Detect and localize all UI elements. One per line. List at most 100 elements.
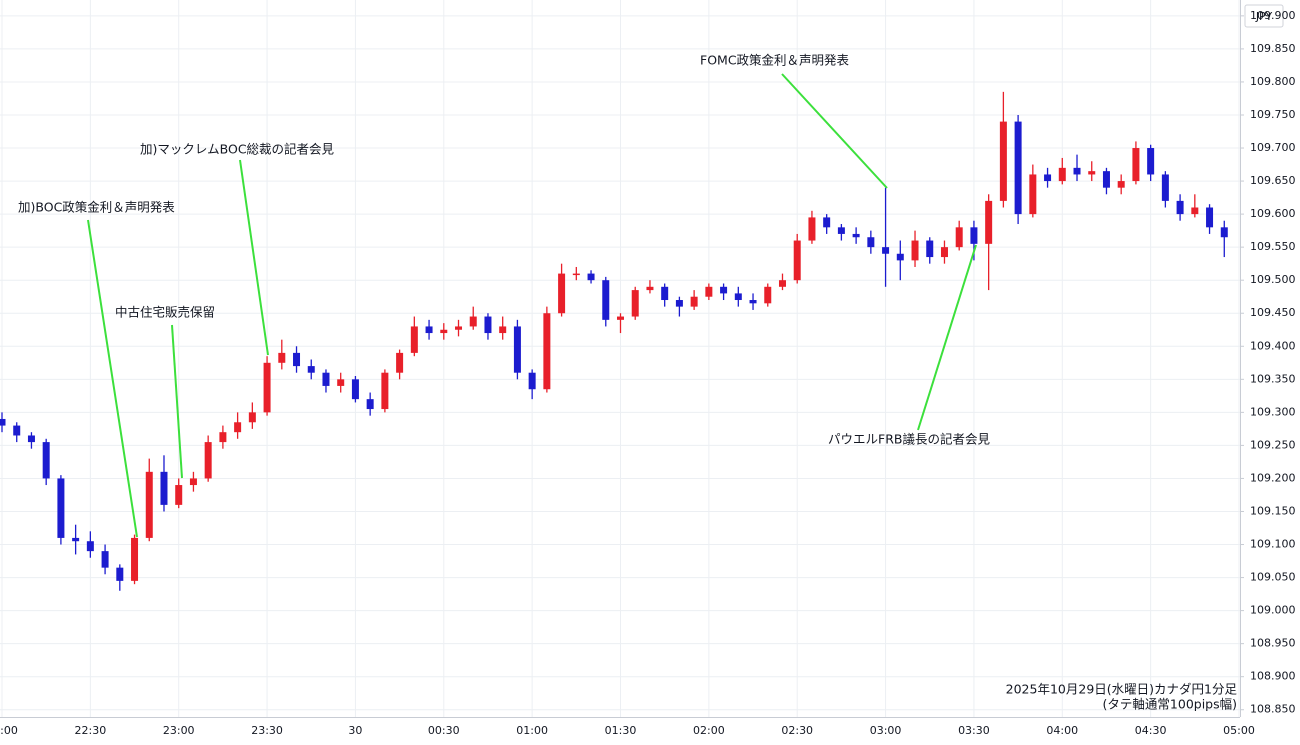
- candle-body: [204, 442, 212, 479]
- x-tick-label: 01:00: [516, 724, 548, 737]
- candle-body: [882, 247, 890, 254]
- y-tick-label: 109.850: [1250, 42, 1296, 55]
- candle-body: [175, 485, 183, 505]
- candle-body: [307, 366, 315, 373]
- candle-body: [440, 329, 448, 334]
- candle-body: [823, 217, 831, 228]
- candle-body: [322, 372, 330, 386]
- caption: (タテ軸通常100pips幅): [1103, 697, 1237, 712]
- y-tick-label: 109.750: [1250, 108, 1296, 121]
- candle-body: [455, 326, 463, 330]
- candles: [0, 91, 1228, 591]
- candle-body: [837, 227, 845, 234]
- candle-body: [72, 537, 80, 542]
- candle-body: [1014, 121, 1022, 215]
- y-tick-label: 109.100: [1250, 538, 1296, 551]
- candle-body: [366, 399, 374, 410]
- candle-body: [778, 280, 786, 287]
- y-tick-label: 108.850: [1250, 703, 1296, 716]
- x-tick-label: 30: [348, 724, 362, 737]
- candle-body: [1088, 171, 1096, 175]
- y-tick-label: 109.050: [1250, 571, 1296, 584]
- candle-body: [631, 290, 639, 317]
- candle-body: [484, 316, 492, 334]
- y-tick-label: 109.400: [1250, 339, 1296, 352]
- y-tick-label: 109.200: [1250, 471, 1296, 484]
- annotation: FOMC政策金利＆声明発表: [700, 53, 850, 68]
- x-tick-label: 01:30: [605, 724, 637, 737]
- candle-body: [499, 326, 507, 334]
- x-tick-label: 04:30: [1135, 724, 1167, 737]
- annotation: 中古住宅販売保留: [115, 305, 215, 320]
- candle-body: [572, 273, 580, 276]
- candle-body: [469, 316, 477, 327]
- candle-body: [513, 326, 521, 373]
- candle-body: [955, 227, 963, 248]
- annotation: 加)マックレムBOC総裁の記者会見: [140, 142, 335, 157]
- candle-body: [808, 217, 816, 241]
- x-tick-label: 03:30: [958, 724, 990, 737]
- candle-body: [219, 432, 227, 443]
- y-tick-label: 109.250: [1250, 438, 1296, 451]
- x-tick-label: 05:00: [1223, 724, 1255, 737]
- y-tick-label: 109.450: [1250, 306, 1296, 319]
- x-tick-label: 02:30: [781, 724, 813, 737]
- candle-body: [1176, 200, 1184, 215]
- y-tick-label: 109.900: [1250, 9, 1296, 22]
- candle-body: [764, 286, 772, 304]
- candle-body: [940, 247, 948, 258]
- candle-body: [749, 300, 757, 304]
- candle-body: [1073, 167, 1081, 175]
- y-tick-label: 109.600: [1250, 207, 1296, 220]
- y-tick-label: 108.900: [1250, 670, 1296, 683]
- candle-body: [617, 316, 624, 320]
- candle-body: [867, 237, 875, 248]
- candle-body: [234, 422, 242, 433]
- candle-body: [1102, 171, 1110, 188]
- annotation-leader: [781, 73, 888, 189]
- candle-body: [189, 478, 197, 486]
- y-tick-label: 109.150: [1250, 504, 1296, 517]
- annotation-leader: [239, 159, 269, 356]
- candle-body: [1220, 227, 1228, 238]
- candle-body: [293, 352, 301, 367]
- candle-body: [351, 379, 359, 400]
- candle-body: [131, 537, 139, 581]
- candle-body: [1117, 181, 1125, 188]
- candle-body: [1058, 167, 1066, 182]
- annotation-leader: [917, 244, 977, 431]
- caption: 2025年10月29日(水曜日)カナダ円1分足: [1006, 682, 1238, 697]
- candle-body: [646, 286, 654, 291]
- candle-body: [101, 551, 109, 568]
- candle-body: [263, 362, 271, 413]
- y-tick-label: 109.800: [1250, 75, 1296, 88]
- candle-body: [396, 352, 404, 373]
- candle-body: [248, 412, 256, 423]
- candle-body: [852, 233, 860, 238]
- candle-body: [1044, 174, 1052, 182]
- x-tick-label: 22:00: [0, 724, 18, 737]
- candle-body: [793, 240, 801, 281]
- candle-body: [970, 227, 978, 244]
- x-tick-label: 22:30: [75, 724, 107, 737]
- y-tick-label: 109.650: [1250, 174, 1296, 187]
- candle-body: [720, 286, 728, 294]
- x-tick-label: 03:00: [870, 724, 902, 737]
- x-tick-label: 23:30: [251, 724, 283, 737]
- candle-body: [42, 442, 50, 479]
- candle-body: [558, 273, 566, 314]
- candle-body: [705, 286, 713, 297]
- candle-body: [602, 280, 610, 320]
- candle-body: [1161, 174, 1169, 201]
- y-tick-label: 109.000: [1250, 604, 1296, 617]
- candle-body: [145, 471, 153, 538]
- candle-body: [1029, 174, 1037, 215]
- candle-body: [1147, 148, 1155, 175]
- annotation-leader: [171, 324, 183, 479]
- candle-body: [926, 240, 934, 258]
- candle-body: [985, 200, 993, 244]
- candle-body: [690, 296, 698, 307]
- candle-body: [587, 273, 595, 281]
